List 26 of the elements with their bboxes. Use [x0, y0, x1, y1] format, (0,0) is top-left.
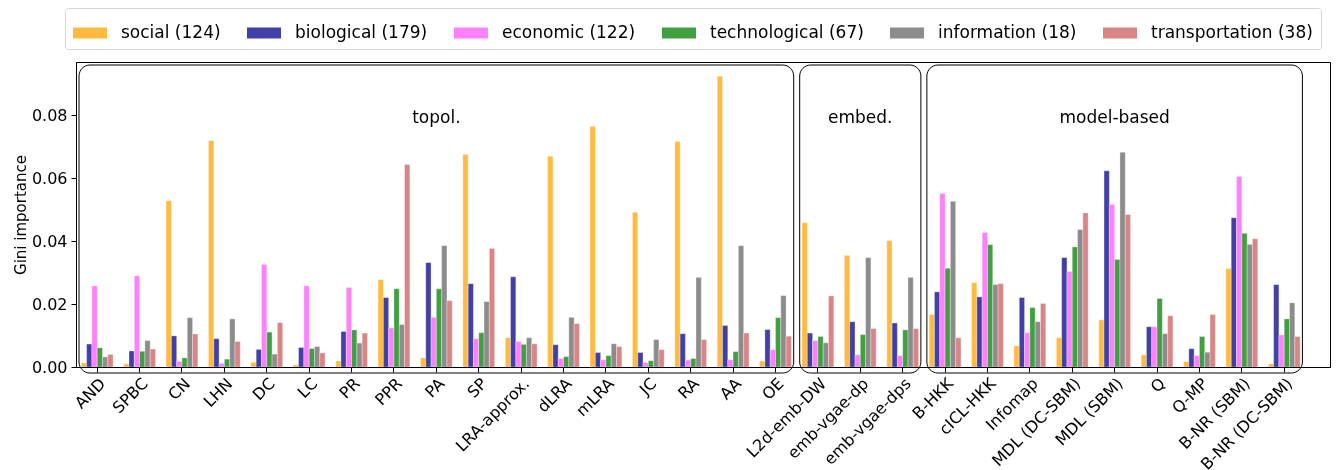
y-tick-label: 0.00 [31, 357, 68, 377]
y-tick-label: 0.04 [31, 231, 68, 251]
legend-label: social (124) [121, 22, 221, 42]
y-axis-title: Gini importance [11, 155, 30, 275]
legend-label: biological (179) [295, 22, 428, 42]
legend-label: information (18) [938, 22, 1077, 42]
band-label: topol. [412, 107, 461, 127]
legend-label: technological (67) [710, 22, 864, 42]
x-tick-label: JC [634, 374, 661, 400]
x-tick-label: Q [1146, 374, 1170, 397]
x-tick-label: RA [674, 374, 703, 403]
bar [971, 282, 978, 368]
x-tick-label: PPR [371, 374, 406, 410]
y-tick-label: 0.02 [31, 294, 68, 314]
x-tick-label: AA [715, 374, 746, 404]
legend-label: transportation (38) [1151, 22, 1313, 42]
x-tick-label: DC [248, 374, 279, 405]
legend-label: economic (122) [502, 22, 636, 42]
y-tick-label: 0.08 [31, 105, 68, 125]
x-tick-label: LC [293, 374, 322, 402]
x-tick-label: PA [421, 374, 449, 402]
band-label: embed. [828, 107, 893, 127]
x-tick-label: CN [164, 374, 194, 404]
y-tick-label: 0.06 [31, 168, 68, 188]
x-tick-label: PR [335, 374, 364, 403]
band-label: model-based [1059, 107, 1170, 127]
